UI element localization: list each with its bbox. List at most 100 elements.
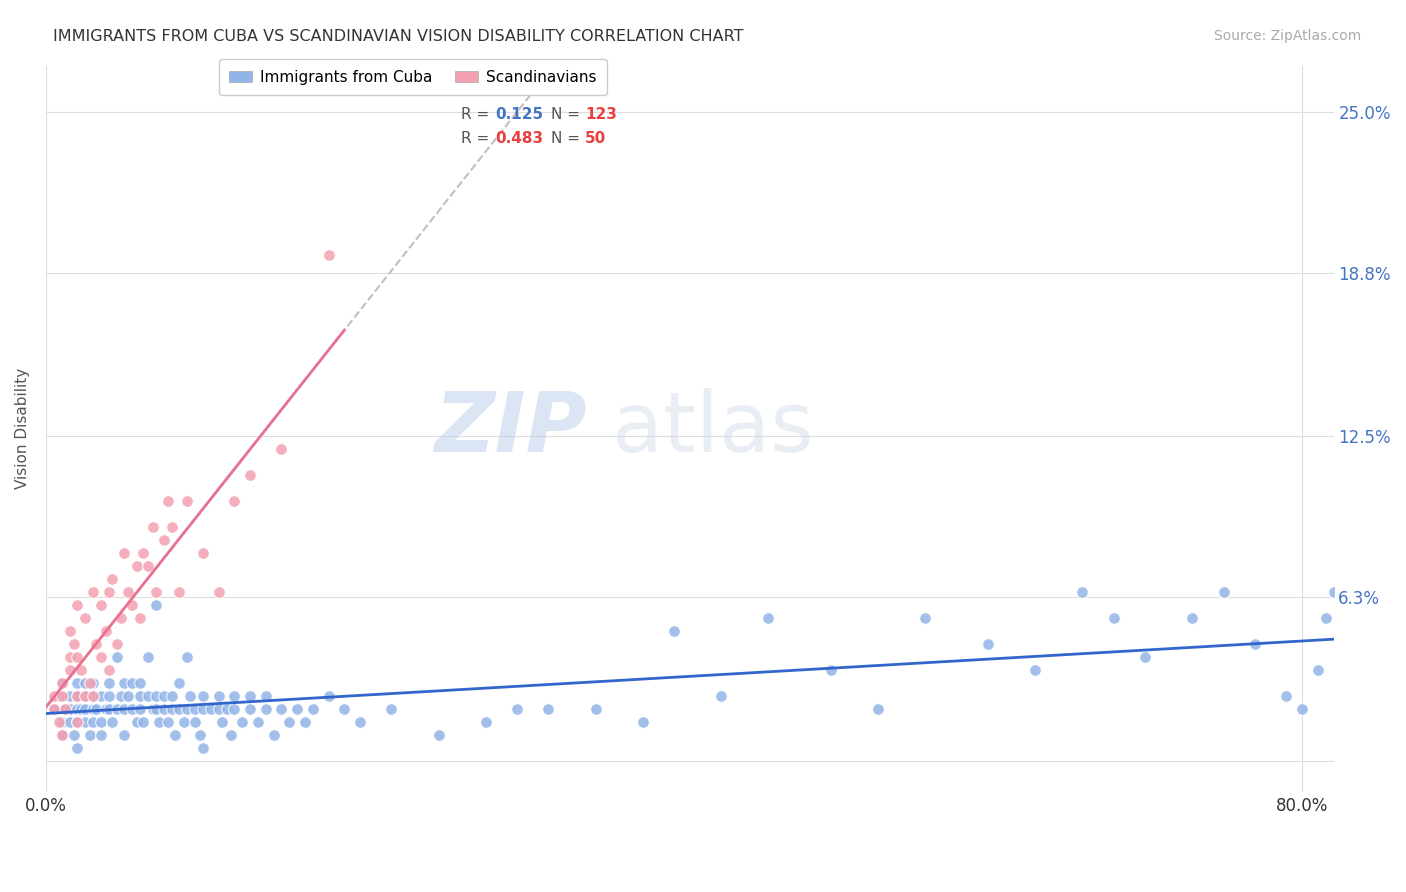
Point: [114, 702, 136, 716]
Point: [184, 714, 207, 729]
Text: R =: R =: [461, 107, 489, 122]
Text: atlas: atlas: [613, 388, 814, 469]
Point: [97, 585, 120, 599]
Point: [169, 585, 191, 599]
Point: [318, 689, 340, 703]
Point: [756, 611, 779, 625]
Point: [90, 689, 112, 703]
Point: [132, 714, 155, 729]
Point: [69, 663, 91, 677]
Text: R =: R =: [461, 131, 489, 146]
Point: [82, 714, 104, 729]
Point: [121, 598, 143, 612]
Point: [75, 689, 97, 703]
Point: [820, 663, 842, 677]
Point: [117, 585, 139, 599]
Point: [94, 702, 117, 716]
Point: [231, 714, 253, 729]
Point: [79, 675, 101, 690]
Point: [239, 689, 262, 703]
Point: [114, 675, 136, 690]
Point: [152, 533, 174, 548]
Point: [51, 728, 73, 742]
Point: [1212, 585, 1234, 599]
Point: [1315, 611, 1337, 625]
Point: [333, 702, 356, 716]
Point: [84, 702, 107, 716]
Point: [66, 649, 89, 664]
Point: [349, 714, 371, 729]
Point: [285, 702, 308, 716]
Point: [1181, 611, 1204, 625]
Point: [868, 702, 890, 716]
Point: [136, 559, 159, 574]
Point: [58, 702, 80, 716]
Point: [117, 689, 139, 703]
Point: [129, 675, 152, 690]
Point: [58, 624, 80, 638]
Text: 0.483: 0.483: [495, 131, 543, 146]
Point: [84, 637, 107, 651]
Point: [129, 702, 152, 716]
Point: [169, 675, 191, 690]
Point: [90, 598, 112, 612]
Point: [914, 611, 936, 625]
Point: [176, 702, 198, 716]
Point: [114, 728, 136, 742]
Point: [176, 494, 198, 508]
Point: [173, 714, 195, 729]
Point: [110, 611, 132, 625]
Point: [125, 559, 148, 574]
Point: [176, 649, 198, 664]
Point: [224, 494, 246, 508]
Point: [58, 649, 80, 664]
Legend: Immigrants from Cuba, Scandinavians: Immigrants from Cuba, Scandinavians: [219, 59, 607, 95]
Point: [51, 675, 73, 690]
Point: [90, 649, 112, 664]
Point: [152, 689, 174, 703]
Text: 123: 123: [585, 107, 617, 122]
Point: [157, 714, 180, 729]
Point: [101, 714, 124, 729]
Point: [208, 702, 231, 716]
Point: [66, 740, 89, 755]
Point: [239, 702, 262, 716]
Point: [263, 728, 285, 742]
Point: [101, 572, 124, 586]
Y-axis label: Vision Disability: Vision Disability: [15, 368, 30, 490]
Point: [148, 714, 170, 729]
Point: [145, 689, 167, 703]
Point: [537, 702, 560, 716]
Point: [66, 714, 89, 729]
Point: [157, 494, 180, 508]
Point: [42, 702, 65, 716]
Point: [66, 689, 89, 703]
Point: [246, 714, 269, 729]
Point: [48, 714, 70, 729]
Point: [53, 702, 76, 716]
Text: IMMIGRANTS FROM CUBA VS SCANDINAVIAN VISION DISABILITY CORRELATION CHART: IMMIGRANTS FROM CUBA VS SCANDINAVIAN VIS…: [53, 29, 744, 45]
Point: [145, 585, 167, 599]
Point: [58, 663, 80, 677]
Point: [977, 637, 1000, 651]
Point: [48, 689, 70, 703]
Point: [82, 689, 104, 703]
Point: [585, 702, 607, 716]
Point: [75, 675, 97, 690]
Point: [188, 728, 211, 742]
Point: [191, 740, 214, 755]
Point: [270, 442, 292, 457]
Point: [215, 702, 238, 716]
Point: [136, 649, 159, 664]
Point: [97, 675, 120, 690]
Point: [75, 714, 97, 729]
Point: [75, 689, 97, 703]
Point: [132, 546, 155, 560]
Point: [631, 714, 654, 729]
Point: [191, 689, 214, 703]
Point: [160, 520, 183, 534]
Text: N =: N =: [551, 131, 581, 146]
Point: [97, 689, 120, 703]
Point: [105, 637, 128, 651]
Point: [75, 702, 97, 716]
